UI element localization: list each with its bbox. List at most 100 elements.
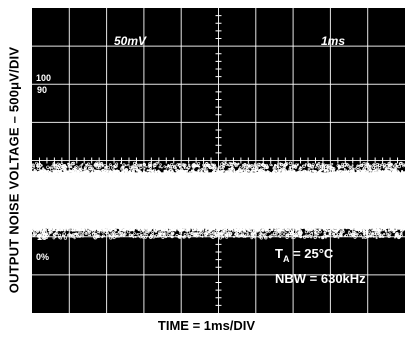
noise-point: [357, 170, 360, 173]
noise-point: [394, 169, 397, 173]
ref-100-label: 100: [36, 73, 51, 83]
noise-point: [371, 229, 374, 232]
noise-point: [187, 176, 189, 178]
noise-point: [346, 170, 349, 173]
noise-point: [105, 165, 108, 169]
noise-point: [289, 172, 292, 175]
noise-point: [311, 163, 315, 167]
noise-point: [343, 225, 346, 229]
noise-point: [400, 177, 402, 180]
noise-point: [197, 177, 201, 181]
noise-point: [375, 225, 378, 229]
noise-point: [281, 229, 284, 232]
noise-point: [226, 177, 231, 182]
noise-point: [60, 225, 63, 227]
noise-point: [59, 169, 62, 172]
noise-point: [101, 230, 105, 234]
noise-point: [157, 169, 160, 172]
noise-point: [247, 232, 250, 235]
noise-point: [268, 174, 271, 177]
noise-point: [211, 222, 216, 226]
noise-point: [125, 227, 128, 230]
noise-point: [290, 174, 295, 179]
noise-point: [354, 167, 358, 170]
noise-point: [307, 167, 310, 171]
noise-point: [178, 164, 182, 168]
noise-point: [236, 228, 240, 231]
noise-point: [71, 234, 75, 238]
noise-point: [210, 175, 213, 179]
noise-point: [270, 164, 273, 167]
noise-point: [171, 235, 174, 239]
noise-point: [219, 222, 223, 225]
noise-point: [103, 169, 107, 172]
noise-point: [39, 234, 43, 238]
noise-point: [133, 227, 136, 230]
noise-point: [113, 177, 117, 181]
noise-point: [104, 228, 107, 231]
noise-point: [228, 167, 231, 170]
noise-point: [291, 237, 294, 240]
noise-point: [136, 169, 139, 172]
noise-point: [322, 174, 325, 177]
ta-subscript: A: [283, 254, 290, 264]
noise-point: [374, 229, 377, 232]
noise-point: [122, 172, 126, 175]
noise-point: [378, 224, 382, 227]
noise-point: [93, 235, 97, 239]
noise-point: [236, 176, 239, 179]
noise-point: [164, 170, 167, 173]
noise-point: [336, 235, 339, 238]
noise-point: [213, 169, 216, 172]
noise-point: [78, 227, 81, 231]
noise-point: [340, 171, 343, 175]
noise-point: [62, 232, 66, 236]
noise-point: [355, 228, 358, 231]
noise-point: [52, 170, 55, 173]
noise-point: [186, 169, 189, 172]
noise-point: [403, 173, 406, 176]
noise-point: [48, 230, 53, 234]
noise-point: [205, 162, 209, 166]
noise-point: [71, 171, 74, 174]
noise-point: [161, 166, 163, 169]
noise-point: [373, 171, 377, 174]
noise-point: [87, 225, 90, 229]
noise-point: [192, 172, 196, 176]
noise-point: [165, 174, 168, 177]
noise-point: [307, 171, 310, 175]
noise-point: [174, 229, 177, 232]
noise-point: [287, 226, 290, 229]
noise-point: [224, 173, 227, 176]
noise-point: [354, 233, 358, 238]
noise-point: [214, 171, 217, 175]
noise-point: [186, 229, 189, 232]
noise-point: [351, 164, 354, 167]
noise-point: [138, 171, 141, 174]
noise-point: [190, 232, 193, 235]
noise-point: [344, 222, 347, 224]
noise-point: [246, 172, 249, 175]
noise-point: [156, 227, 159, 230]
noise-point: [121, 170, 124, 173]
noise-point: [390, 224, 394, 228]
noise-point: [260, 226, 263, 229]
noise-point: [209, 234, 212, 238]
noise-point: [325, 173, 327, 175]
noise-point: [276, 165, 280, 168]
noise-point: [225, 235, 229, 239]
noise-point: [111, 220, 115, 224]
noise-point: [52, 172, 55, 175]
noise-point: [259, 171, 262, 174]
noise-point: [309, 236, 313, 239]
noise-point: [159, 163, 162, 166]
noise-point: [349, 228, 353, 231]
noise-point: [362, 172, 365, 175]
noise-point: [202, 228, 205, 231]
noise-point: [78, 226, 81, 229]
noise-point: [136, 166, 138, 169]
noise-point: [247, 228, 250, 231]
noise-point: [137, 175, 139, 178]
noise-point: [254, 172, 257, 175]
noise-point: [256, 166, 258, 169]
